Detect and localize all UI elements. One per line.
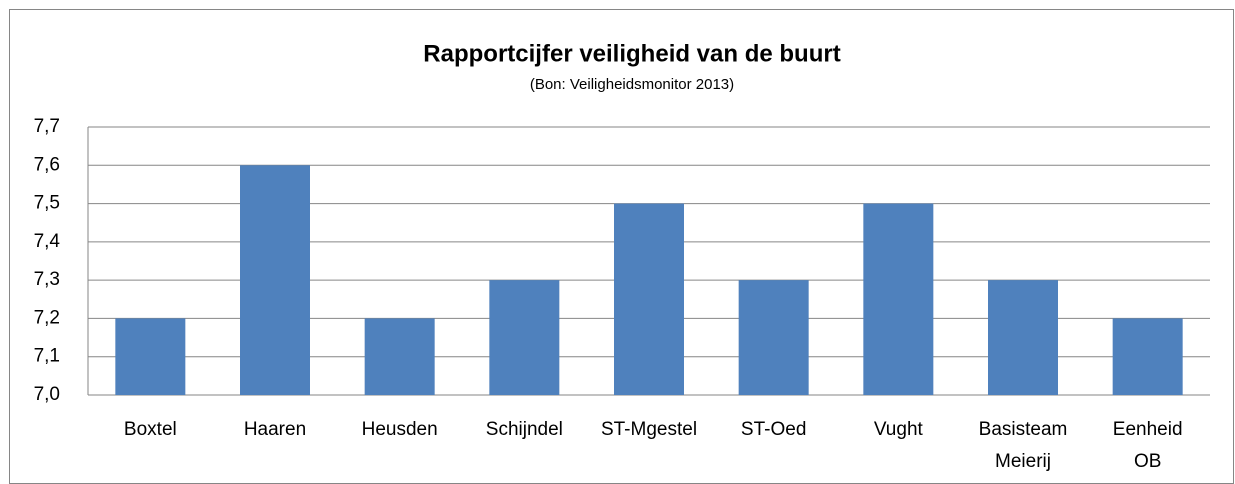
x-tick-label: Basisteam Meierij — [979, 419, 1068, 472]
y-tick-label: 7,4 — [34, 231, 61, 252]
chart-title: Rapportcijfer veiligheid van de buurt — [423, 40, 840, 67]
x-tick-label: ST-Mgestel — [601, 419, 697, 440]
y-tick-label: 7,6 — [34, 154, 60, 175]
x-tick-label: Boxtel — [124, 419, 177, 440]
y-tick-label: 7,1 — [34, 346, 60, 367]
bar — [614, 203, 684, 395]
chart-subtitle: (Bon: Veiligheidsmonitor 2013) — [530, 76, 734, 93]
bar — [240, 165, 310, 395]
bar — [489, 280, 560, 395]
x-tick-label: Eenheid OB — [1113, 419, 1183, 472]
x-tick-label: Haaren — [244, 419, 306, 440]
y-tick-label: 7,5 — [34, 193, 60, 214]
y-tick-label: 7,0 — [34, 384, 60, 405]
x-tick-label: Heusden — [362, 419, 438, 440]
x-tick-label: Vught — [874, 419, 924, 440]
y-tick-label: 7,3 — [34, 269, 60, 290]
x-tick-label: ST-Oed — [741, 419, 806, 440]
bar — [738, 280, 809, 395]
y-tick-label: 7,2 — [34, 307, 60, 328]
bar — [988, 280, 1058, 395]
y-tick-label: 7,7 — [34, 116, 60, 137]
x-tick-label: Schijndel — [486, 419, 563, 440]
bar — [364, 318, 435, 395]
bar — [1112, 318, 1183, 395]
bar — [863, 203, 934, 395]
bar — [115, 318, 186, 395]
